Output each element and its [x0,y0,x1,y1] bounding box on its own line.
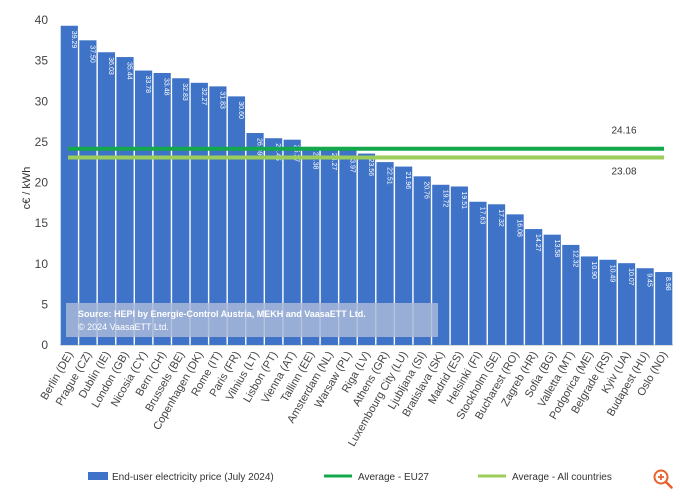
bar [562,244,580,345]
bar [655,272,673,345]
bar-value-label: 19.72 [441,190,448,208]
bar [525,229,543,345]
bar-value-label: 19.51 [460,191,467,209]
bar [599,259,617,345]
y-axis-label: c€ / kWh [21,167,33,210]
bar-value-label: 31.83 [218,91,225,109]
bar [617,263,636,345]
bar-value-label: 32.83 [181,83,188,101]
bar-value-label: 33.48 [163,78,170,96]
bar [246,133,264,345]
bar [506,214,524,345]
bar [153,72,171,345]
bar-value-label: 12.32 [571,250,578,268]
bar-value-label: 8.98 [664,277,671,291]
bar-value-label: 32.27 [200,88,207,106]
bar [283,139,301,345]
bar-value-label: 17.63 [478,207,485,225]
bar-value-label: 35.44 [126,62,133,80]
bar [469,201,487,345]
y-tick-label: 30 [35,94,49,108]
bar-value-label: 22.51 [386,167,393,185]
source-box-bg [66,303,438,337]
bar-value-label: 10.49 [608,265,615,283]
bar [487,204,506,345]
bar [450,186,468,345]
bar-value-label: 20.76 [423,181,430,199]
bar-value-label: 23.56 [367,159,374,177]
bar [320,147,338,345]
bar-value-label: 39.29 [70,31,77,49]
legend-label-all: Average - All countries [512,472,612,483]
bar [79,40,97,345]
bar-value-label: 23.97 [348,155,355,173]
bar [135,70,153,345]
bar-value-label: 33.78 [144,76,151,94]
bar-value-label: 17.32 [497,209,504,227]
bar-value-label: 14.27 [534,234,541,252]
average-label-eu27: 24.16 [611,126,636,137]
bar [376,162,394,345]
bar-value-label: 10.90 [590,261,597,279]
bar [543,234,561,345]
bars: 39.29 37.50 36.03 35.44 33.78 33.48 32.83 32.27… [60,25,673,346]
bar [265,138,283,345]
bar [339,150,357,345]
y-tick-label: 0 [41,338,48,352]
bar-value-label: 24.38 [311,152,318,170]
bar-value-label: 30.60 [237,101,244,119]
average-label-all: 23.08 [611,166,636,177]
bar [395,166,413,345]
y-tick-label: 35 [35,54,49,68]
bar [357,153,376,345]
bar-value-label: 10.07 [627,268,634,286]
bar [116,57,134,346]
bar-value-label: 16.08 [516,219,523,237]
average-lines: 24.16 23.08 [68,126,664,177]
bar-value-label: 9.45 [646,273,653,287]
y-tick-label: 25 [35,135,49,149]
bar [413,176,431,345]
legend-swatch-bars [88,472,108,480]
y-tick-label: 5 [41,297,48,311]
bar [636,268,654,345]
bar-value-label: 36.03 [107,57,114,75]
bar-value-label: 13.58 [553,240,560,258]
zoom-in-icon[interactable] [652,468,674,490]
bar [60,25,78,346]
legend-label-eu27: Average - EU27 [358,472,429,483]
bar-value-label: 25.27 [293,145,300,163]
bar [97,52,116,345]
bar-value-label: 37.50 [88,45,95,63]
y-tick-label: 40 [35,13,49,27]
bar [172,78,190,345]
source-box: Source: HEPI by Energie-Control Austria,… [66,303,438,337]
bar [209,86,227,345]
legend-label-bars: End-user electricity price (July 2024) [112,472,274,483]
source-text: Source: HEPI by Energie-Control Austria,… [78,309,366,319]
bar [580,256,598,345]
bar-value-label: 21.96 [404,172,411,190]
bar-value-label: 24.27 [330,153,337,171]
y-tick-label: 20 [35,176,49,190]
y-tick-label: 10 [35,257,49,271]
bar [302,146,320,345]
legend: End-user electricity price (July 2024) A… [88,472,612,483]
bar-value-label: 25.45 [274,143,281,161]
copyright-text: © 2024 VaasaETT Ltd. [78,322,169,332]
y-tick-label: 15 [35,216,49,230]
